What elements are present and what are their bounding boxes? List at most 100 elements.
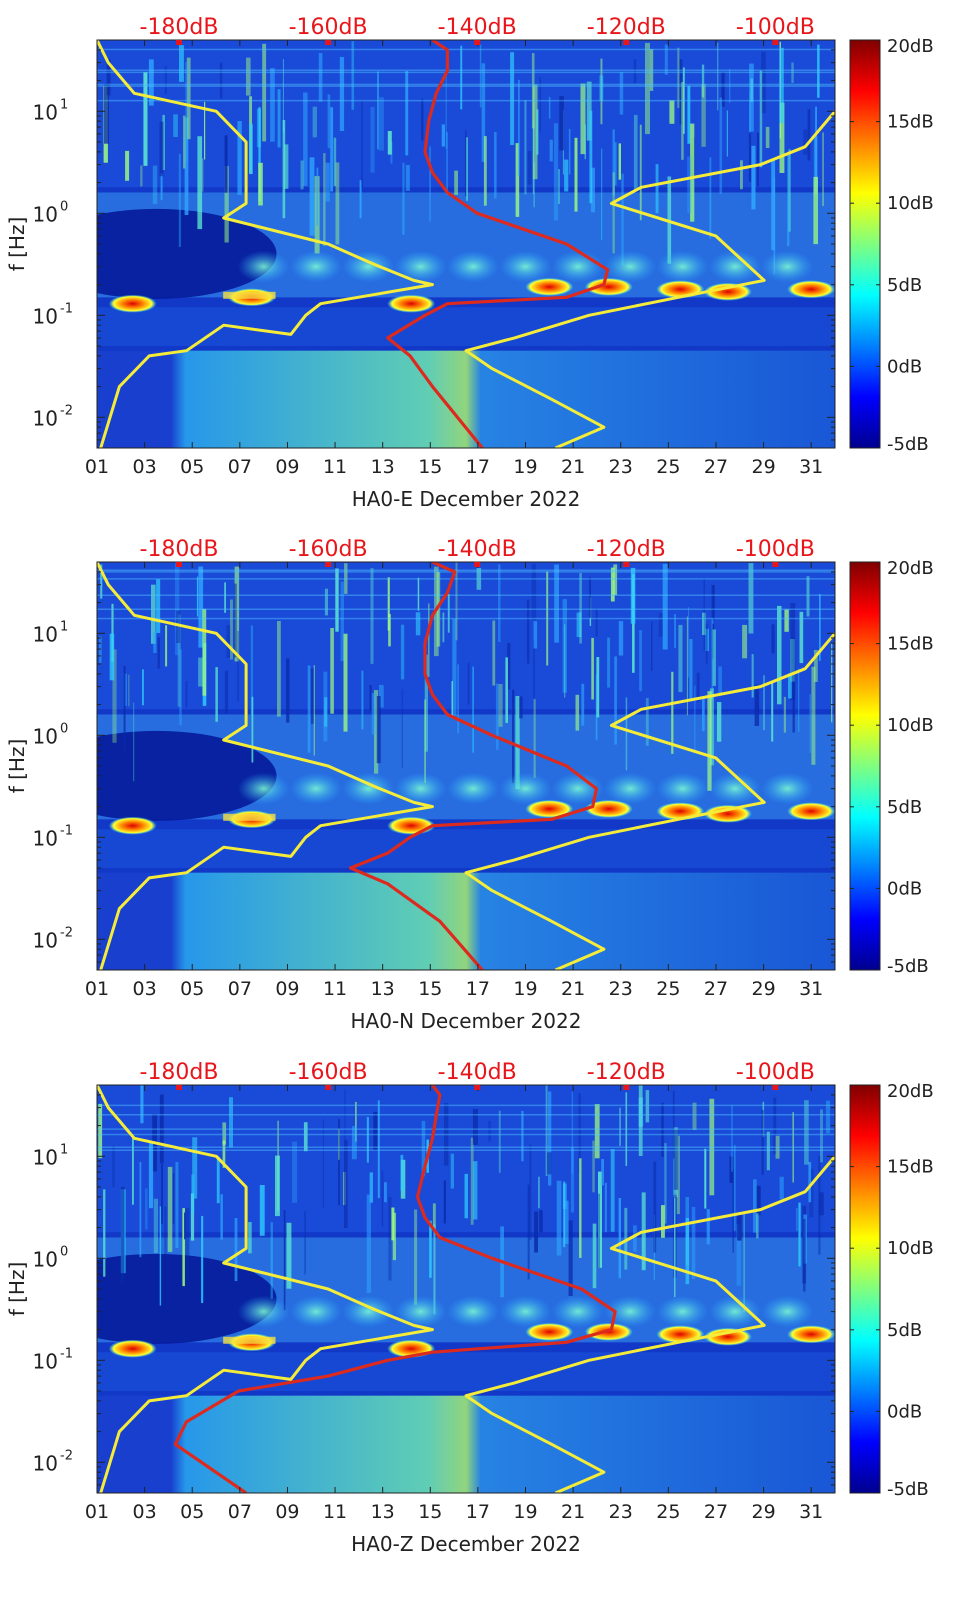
heatmap-streak <box>361 670 364 730</box>
heatmap-microseism-blob <box>761 1295 814 1328</box>
heatmap-streak <box>597 1193 600 1268</box>
colorbar <box>849 39 881 449</box>
heatmap-streak <box>153 632 157 653</box>
heatmap-streak <box>618 143 621 180</box>
heatmap-line <box>97 1104 835 1107</box>
x-tick-label: 15 <box>418 978 442 1000</box>
heatmap-streak <box>709 157 712 239</box>
heatmap-microseism-blob <box>237 1295 290 1328</box>
x-tick-label: 05 <box>180 1501 204 1523</box>
heatmap-streak <box>222 1122 227 1145</box>
x-tick-label: 13 <box>371 1501 395 1523</box>
heatmap-streak <box>527 151 532 185</box>
heatmap-streak <box>185 1208 190 1281</box>
heatmap-streak <box>424 699 426 783</box>
x-tick-label: 17 <box>466 456 490 478</box>
heatmap-streak <box>304 1211 306 1275</box>
heatmap-streak <box>691 1207 696 1279</box>
heatmap-streak <box>777 605 782 705</box>
colorbar-tick-label: 10dB <box>887 193 934 214</box>
heatmap-streak <box>630 567 636 624</box>
y-tick-exponent: 0 <box>60 1244 68 1259</box>
y-tick-exponent: -1 <box>60 1346 73 1361</box>
heatmap-streak <box>323 153 326 246</box>
colorbar-tick-label: -5dB <box>887 434 929 455</box>
heatmap-streak <box>705 624 708 664</box>
heatmap-streak <box>664 44 668 75</box>
heatmap-streak <box>216 1157 220 1204</box>
top-db-label: -100dB <box>736 15 815 40</box>
heatmap-streak <box>370 106 375 173</box>
x-tick-label: 01 <box>85 978 109 1000</box>
heatmap-streak <box>612 129 615 196</box>
heatmap-streak <box>151 584 156 644</box>
heatmap-streak <box>450 1153 454 1189</box>
heatmap-streak <box>825 1100 831 1134</box>
heatmap-streak <box>549 139 553 162</box>
heatmap-streak <box>196 576 199 617</box>
heatmap-streak <box>366 1117 369 1163</box>
x-tick-label: 11 <box>323 456 347 478</box>
yellow-curve-3 <box>464 1155 835 1493</box>
heatmap-microseism-blob <box>342 250 395 283</box>
heatmap-streak <box>300 160 304 190</box>
heatmap-streak <box>224 582 226 613</box>
heatmap-streak <box>761 1109 764 1175</box>
heatmap-streak <box>676 1135 680 1215</box>
heatmap-streak <box>685 1197 689 1265</box>
heatmap-streak <box>788 149 791 232</box>
heatmap-streak <box>740 160 743 190</box>
heatmap-streak <box>521 1110 524 1162</box>
heatmap-streak <box>333 137 337 187</box>
heatmap-streak <box>671 671 674 754</box>
heatmap-streak <box>579 573 582 644</box>
heatmap-streak <box>669 100 675 124</box>
heatmap-streak <box>784 609 789 632</box>
x-tick-label: 23 <box>609 456 633 478</box>
heatmap-streak <box>339 56 345 131</box>
heatmap-streak <box>224 135 228 193</box>
heatmap-streak <box>229 1097 233 1148</box>
colorbar <box>849 561 881 971</box>
heatmap-streak <box>162 114 165 170</box>
heatmap-streak <box>112 1145 115 1188</box>
heatmap-line <box>97 594 835 596</box>
heatmap-streak <box>185 681 188 708</box>
heatmap-streak <box>277 621 281 717</box>
heatmap-streak <box>370 568 374 664</box>
heatmap-streak <box>779 1176 784 1200</box>
yellow-curve-2 <box>97 40 434 448</box>
heatmap-streak <box>773 1097 777 1154</box>
heatmap-streak <box>186 57 191 140</box>
heatmap-streak <box>144 1188 148 1230</box>
heatmap-streak <box>379 684 384 708</box>
heatmap-streak <box>498 684 503 727</box>
heatmap-streak <box>672 1091 675 1159</box>
heatmap-streak <box>104 83 109 144</box>
heatmap-streak <box>819 593 821 661</box>
colorbar-tick-label: 20dB <box>887 1081 934 1102</box>
heatmap-streak <box>414 1209 418 1305</box>
heatmap-streak <box>599 75 604 101</box>
y-tick-exponent: -2 <box>60 1448 73 1463</box>
heatmap-streak <box>576 612 582 638</box>
heatmap-streak <box>749 63 754 132</box>
heatmap-streak <box>303 92 308 186</box>
heatmap-streak <box>424 654 428 752</box>
heatmap-hot-spot <box>787 1325 835 1344</box>
top-db-label: -160dB <box>289 537 368 562</box>
heatmap-streak <box>803 1219 806 1292</box>
heatmap-streak <box>687 156 692 214</box>
heatmap-streak <box>270 1222 273 1299</box>
heatmap-microseism-blob <box>709 1295 761 1328</box>
heatmap-streak <box>633 114 638 191</box>
heatmap-streak <box>388 1197 392 1281</box>
heatmap-streak <box>307 665 311 753</box>
heatmap-streak <box>436 572 441 647</box>
heatmap-streak <box>310 668 314 724</box>
heatmap-line <box>97 608 835 610</box>
heatmap-streak <box>756 1213 759 1239</box>
heatmap-microseism-blob <box>237 772 290 805</box>
heatmap-line <box>97 578 835 580</box>
